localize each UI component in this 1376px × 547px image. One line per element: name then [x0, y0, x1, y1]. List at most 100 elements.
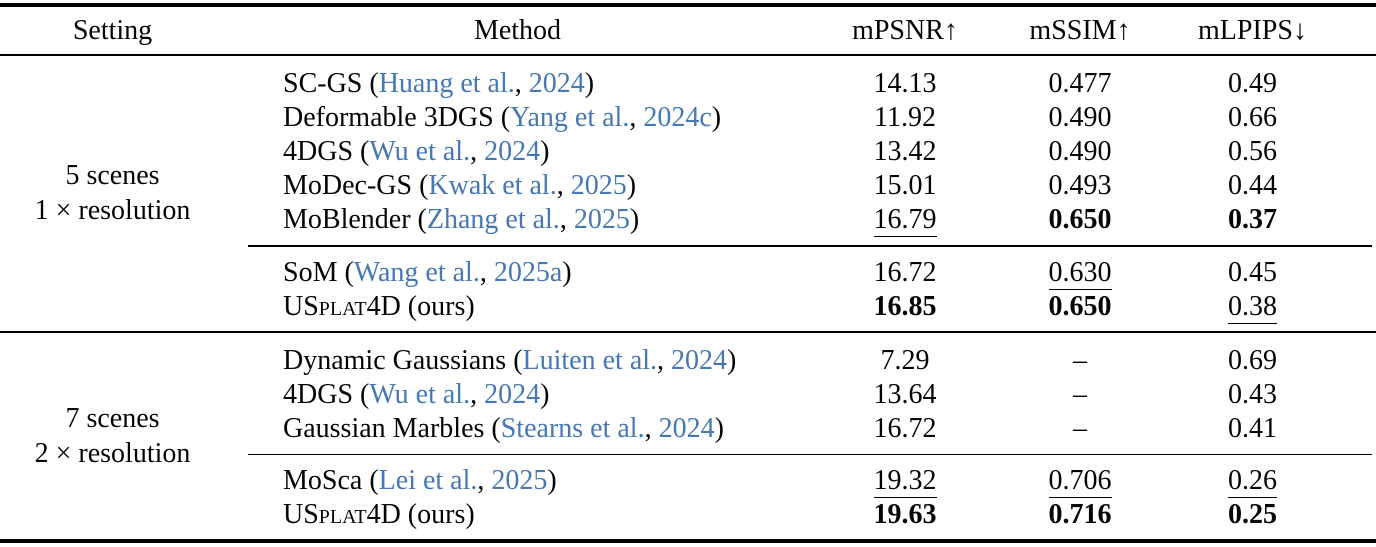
- mlpips-value-cell: 0.41: [1160, 412, 1345, 446]
- citation-link[interactable]: Zhang et al.: [426, 204, 560, 235]
- mlpips-value-cell: 0.37: [1160, 203, 1345, 237]
- metric-value: –: [1073, 344, 1087, 376]
- citation-link[interactable]: Huang et al.: [378, 68, 515, 99]
- citation-close: ): [711, 102, 722, 133]
- method-name: SoM: [283, 256, 338, 288]
- citation-year-link[interactable]: 2025a: [493, 256, 563, 288]
- mlpips-value-cell: 0.26: [1160, 464, 1345, 498]
- citation-link[interactable]: Wang et al.: [353, 256, 480, 288]
- citation-separator: ,: [479, 256, 494, 288]
- method-cell: USplat4D (ours): [225, 498, 810, 532]
- metric-value: 16.79: [873, 204, 937, 237]
- citation-year-link[interactable]: 2024: [671, 344, 728, 376]
- citation-link[interactable]: Wu et al.: [369, 136, 471, 167]
- table-row: Gaussian Marbles (Stearns et al., 2024) 1…: [225, 412, 1345, 446]
- table-row: Deformable 3DGS (Yang et al., 2024c) 11.9…: [225, 101, 1345, 135]
- col-header-method: Method: [473, 15, 562, 46]
- citation-year-link[interactable]: 2024: [528, 68, 585, 99]
- metric-value: 0.45: [1228, 256, 1277, 288]
- group-divider-rule: [248, 453, 1372, 455]
- citation-separator: ,: [470, 378, 485, 410]
- metric-value: 19.63: [873, 499, 937, 530]
- metric-value: 7.29: [880, 344, 930, 376]
- method-name: Dynamic Gaussians: [283, 344, 507, 376]
- metric-value: 0.56: [1228, 136, 1277, 167]
- method-cell: 4DGS (Wu et al., 2024): [225, 378, 810, 412]
- method-cell: SoM (Wang et al., 2025a): [225, 256, 810, 290]
- citation-open: (: [337, 256, 354, 288]
- row-group: Dynamic Gaussians (Luiten et al., 2024) 7…: [225, 333, 1345, 446]
- mlpips-value-cell: 0.44: [1160, 169, 1345, 203]
- method-cell: USplat4D (ours): [225, 290, 810, 324]
- top-rule: [0, 3, 1376, 7]
- citation-year-link[interactable]: 2025: [573, 204, 630, 235]
- mssim-value-cell: 0.650: [1000, 290, 1160, 324]
- method-name: Gaussian Marbles: [283, 412, 485, 444]
- citation-year-link[interactable]: 2025: [491, 465, 548, 496]
- mlpips-value-cell: 0.43: [1160, 378, 1345, 412]
- mssim-value-cell: 0.716: [1000, 498, 1160, 532]
- mpsnr-value-cell: 16.79: [810, 203, 1000, 237]
- citation-year-link[interactable]: 2024: [658, 412, 715, 444]
- setting-label: 5 scenes: [65, 160, 160, 192]
- method-name: USplat4D: [283, 499, 401, 530]
- metric-value: 0.49: [1228, 68, 1277, 99]
- citation-close: ): [714, 412, 724, 444]
- mlpips-value-cell: 0.69: [1160, 344, 1345, 378]
- method-suffix: (ours): [400, 290, 475, 322]
- mpsnr-value-cell: 7.29: [810, 344, 1000, 378]
- table-row: 4DGS (Wu et al., 2024) 13.64 – 0.43: [225, 378, 1345, 412]
- mpsnr-value-cell: 13.64: [810, 378, 1000, 412]
- mlpips-value-cell: 0.49: [1160, 67, 1345, 101]
- setting-cell: 5 scenes 1 × resolution: [0, 56, 225, 331]
- metric-value: 16.72: [873, 256, 937, 288]
- citation-year-link[interactable]: 2024c: [643, 102, 712, 133]
- metric-value: 19.32: [873, 465, 937, 498]
- table-row: MoDec-GS (Kwak et al., 2025) 15.01 0.493 0.…: [225, 169, 1345, 203]
- mpsnr-value-cell: 16.72: [810, 256, 1000, 290]
- setting-cell: 7 scenes 2 × resolution: [0, 333, 225, 540]
- method-name: MoSca: [283, 465, 363, 496]
- metric-value: 11.92: [874, 102, 936, 133]
- metric-value: 0.490: [1048, 136, 1112, 167]
- row-group: SC-GS (Huang et al., 2024) 14.13 0.477 0.49…: [225, 56, 1345, 237]
- citation-separator: ,: [556, 170, 571, 201]
- citation-year-link[interactable]: 2024: [484, 378, 541, 410]
- mlpips-value-cell: 0.66: [1160, 101, 1345, 135]
- col-header-setting: Setting: [72, 15, 153, 46]
- method-cell: Gaussian Marbles (Stearns et al., 2024): [225, 412, 810, 446]
- method-cell: MoBlender (Zhang et al., 2025): [225, 203, 810, 237]
- col-header-mssim: mSSIM↑: [1029, 15, 1131, 46]
- metric-value: 13.42: [873, 136, 937, 167]
- method-name: SC-GS: [283, 68, 363, 99]
- citation-year-link[interactable]: 2025: [570, 170, 627, 201]
- metric-value: 0.44: [1228, 170, 1277, 201]
- method-name: MoDec-GS: [283, 170, 413, 201]
- table-row: MoSca (Lei et al., 2025) 19.32 0.706 0.26: [225, 464, 1345, 498]
- metric-value: 0.490: [1048, 102, 1112, 133]
- col-header-mpsnr: mPSNR↑: [852, 15, 958, 46]
- table-row: USplat4D (ours) 16.85 0.650 0.38: [225, 290, 1345, 324]
- col-header-mlpips: mLPIPS↓: [1198, 15, 1307, 46]
- citation-close: ): [629, 204, 640, 235]
- citation-link[interactable]: Lei et al.: [378, 465, 478, 496]
- citation-open: (: [353, 136, 370, 167]
- table-section: 5 scenes 1 × resolution SC-GS ( Huang et al…: [0, 56, 1376, 331]
- metric-value: 0.650: [1048, 290, 1112, 322]
- citation-link[interactable]: Wu et al.: [369, 378, 471, 410]
- citation-close: ): [626, 170, 637, 201]
- citation-year-link[interactable]: 2024: [484, 136, 541, 167]
- method-cell: Deformable 3DGS (Yang et al., 2024c): [225, 101, 810, 135]
- citation-separator: ,: [629, 102, 644, 133]
- metric-value: 0.630: [1048, 256, 1112, 290]
- citation-link[interactable]: Luiten et al.: [522, 344, 658, 376]
- bottom-rule: [0, 539, 1376, 543]
- metric-value: 13.64: [873, 378, 937, 410]
- citation-open: (: [506, 344, 523, 376]
- citation-link[interactable]: Kwak et al.: [428, 170, 557, 201]
- mlpips-value-cell: 0.25: [1160, 498, 1345, 532]
- citation-link[interactable]: Yang et al.: [510, 102, 630, 133]
- mpsnr-value-cell: 15.01: [810, 169, 1000, 203]
- mpsnr-value-cell: 16.85: [810, 290, 1000, 324]
- citation-link[interactable]: Stearns et al.: [500, 412, 645, 444]
